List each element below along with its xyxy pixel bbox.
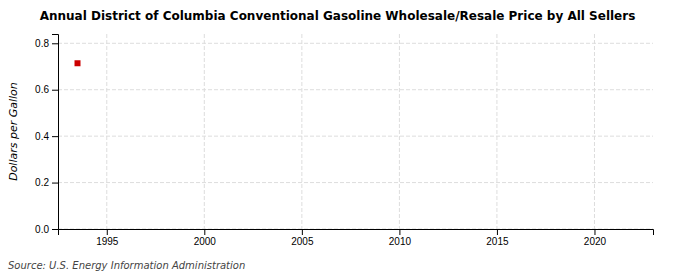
x-axis: 1995 2000 2005 2010 2015 2020 — [59, 229, 654, 247]
tick-label: 2000 — [194, 236, 217, 247]
grid-line — [301, 34, 302, 229]
tick: 0.2 — [35, 177, 58, 188]
axis-line — [52, 35, 59, 230]
tick: 0.4 — [35, 131, 58, 142]
tick: 2020 — [584, 229, 607, 247]
marks — [75, 60, 81, 66]
tick-label: 2010 — [389, 236, 412, 247]
tick-mark — [399, 229, 400, 235]
tick-mark — [302, 229, 303, 235]
tick: 0.8 — [35, 38, 58, 49]
tick-mark — [107, 229, 108, 235]
y-axis: 0.0 0.2 0.4 0.6 0.8 — [35, 35, 58, 235]
tick-label: 2005 — [291, 236, 314, 247]
grid-line — [58, 136, 653, 137]
tick-mark — [497, 229, 498, 235]
tick-mark — [52, 183, 58, 184]
tick-label: 2015 — [486, 236, 509, 247]
tick-mark — [52, 136, 58, 137]
y-axis-title: Dollars per Gallon — [7, 82, 20, 181]
tick-label: 0.2 — [35, 177, 49, 188]
grid-line — [106, 34, 107, 229]
tick: 2015 — [486, 229, 509, 247]
plot: 1995 2000 2005 2010 2015 2020 0.0 0.2 0.4 0.6 0.8 — [35, 34, 653, 247]
annotation: Source: U.S. Energy Information Administ… — [8, 260, 245, 271]
tick-mark — [52, 229, 58, 230]
tick-label: 1995 — [96, 236, 119, 247]
grid-line — [58, 43, 653, 44]
grid-line — [58, 89, 653, 90]
tick-mark — [204, 229, 205, 235]
grid-line — [58, 182, 653, 183]
tick-mark — [52, 90, 58, 91]
tick: 2000 — [194, 229, 217, 247]
grid-line — [204, 34, 205, 229]
tick-mark — [594, 229, 595, 235]
tick-label: 2020 — [584, 236, 607, 247]
tick-label: 0.8 — [35, 38, 49, 49]
grid — [58, 34, 653, 229]
point — [75, 60, 81, 66]
grid-line — [399, 34, 400, 229]
tick-label: 0.0 — [35, 224, 49, 235]
title: Annual District of Columbia Conventional… — [40, 9, 636, 23]
tick: 0.6 — [35, 84, 58, 95]
axis-line — [59, 230, 654, 236]
tick-mark — [52, 43, 58, 44]
grid-line — [594, 34, 595, 229]
tick: 2005 — [291, 229, 314, 247]
tick-label: 0.4 — [35, 131, 49, 142]
tick: 1995 — [96, 229, 119, 247]
tick: 2010 — [389, 229, 412, 247]
tick-label: 0.6 — [35, 84, 49, 95]
grid-line — [496, 34, 497, 229]
chart: 1995 2000 2005 2010 2015 2020 0.0 0.2 0.4 0.6 0.8 A… — [0, 0, 675, 275]
tick: 0.0 — [35, 224, 58, 235]
